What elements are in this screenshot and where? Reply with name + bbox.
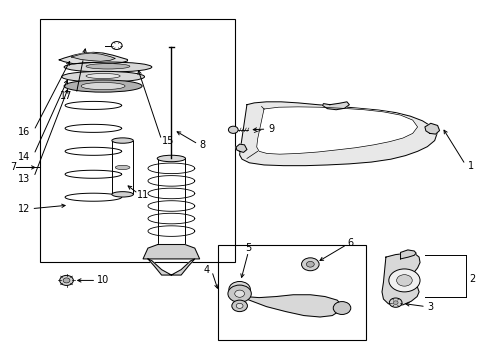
Circle shape <box>227 285 251 302</box>
Text: 6: 6 <box>347 238 353 248</box>
Circle shape <box>60 275 73 285</box>
Polygon shape <box>381 253 419 306</box>
Ellipse shape <box>112 192 133 197</box>
Circle shape <box>231 300 247 312</box>
Text: 4: 4 <box>203 265 209 275</box>
Ellipse shape <box>81 82 125 90</box>
Polygon shape <box>148 259 194 275</box>
Circle shape <box>396 275 411 286</box>
Ellipse shape <box>64 62 152 72</box>
Text: 7: 7 <box>10 162 17 172</box>
Text: 9: 9 <box>267 124 273 134</box>
Circle shape <box>228 282 250 297</box>
Ellipse shape <box>112 138 133 143</box>
Polygon shape <box>143 244 199 259</box>
Text: 16: 16 <box>18 127 30 137</box>
Text: 12: 12 <box>18 204 30 215</box>
Polygon shape <box>239 102 436 166</box>
Ellipse shape <box>86 64 130 69</box>
Circle shape <box>392 301 397 305</box>
Text: 15: 15 <box>161 136 174 146</box>
Ellipse shape <box>157 155 185 162</box>
Bar <box>217 244 366 339</box>
Bar <box>40 19 234 262</box>
Polygon shape <box>59 52 127 64</box>
Text: 13: 13 <box>18 174 30 184</box>
Polygon shape <box>322 102 348 110</box>
Circle shape <box>234 290 244 297</box>
Polygon shape <box>400 250 415 259</box>
Ellipse shape <box>61 71 144 82</box>
Circle shape <box>306 261 314 267</box>
Text: 8: 8 <box>199 140 205 150</box>
Circle shape <box>228 126 238 134</box>
Ellipse shape <box>115 165 130 170</box>
Ellipse shape <box>64 80 142 92</box>
Text: 5: 5 <box>244 243 250 253</box>
Polygon shape <box>71 53 115 61</box>
Circle shape <box>237 288 241 291</box>
Circle shape <box>301 258 319 271</box>
Ellipse shape <box>86 73 120 78</box>
Polygon shape <box>424 123 439 134</box>
Circle shape <box>332 302 350 315</box>
Polygon shape <box>236 144 246 152</box>
Circle shape <box>388 269 419 292</box>
Circle shape <box>234 286 244 293</box>
Circle shape <box>388 298 401 307</box>
Text: 17: 17 <box>60 91 72 101</box>
Polygon shape <box>235 291 341 317</box>
Polygon shape <box>256 107 417 154</box>
Text: 14: 14 <box>18 152 30 162</box>
Text: 11: 11 <box>137 190 149 200</box>
Text: 1: 1 <box>467 161 473 171</box>
Circle shape <box>63 278 70 283</box>
Text: 2: 2 <box>468 274 474 284</box>
Text: 3: 3 <box>427 302 432 312</box>
Text: 10: 10 <box>97 275 109 285</box>
Circle shape <box>236 303 243 309</box>
